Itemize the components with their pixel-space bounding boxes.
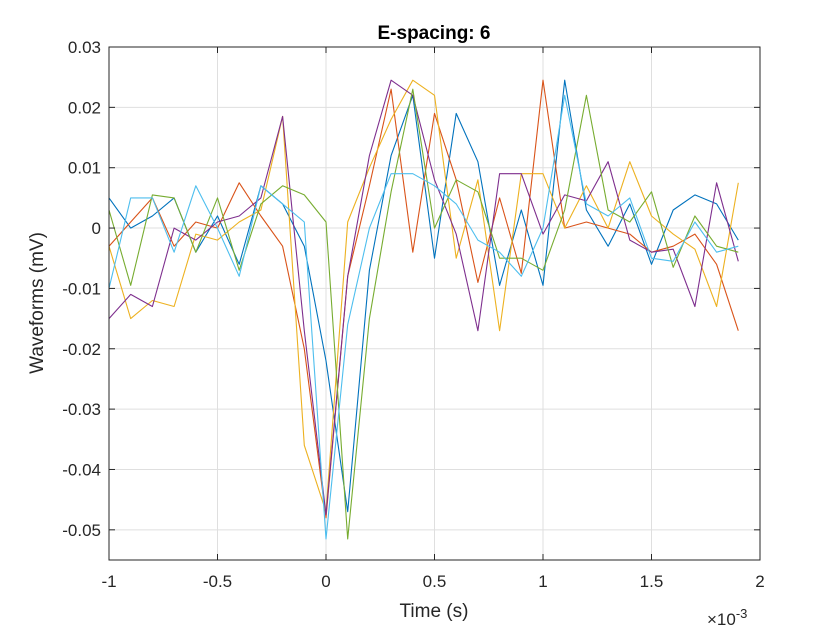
y-tick-label: 0.01 [68, 159, 101, 178]
x-tick-label: -1 [101, 572, 116, 591]
x-tick-label: 1 [538, 572, 547, 591]
y-tick-label: -0.02 [62, 340, 101, 359]
waveform-series-4 [108, 79, 739, 516]
x-tick-label: 1.5 [640, 572, 664, 591]
x-axis-title: Time (s) [400, 601, 469, 622]
waveform-series-6 [108, 94, 739, 540]
y-tick-labels: 0.03 0.02 0.01 0 -0.01 -0.02 -0.03 -0.04 -0.05 [62, 38, 101, 540]
tick-marks [108, 46, 761, 560]
chart-title: E-spacing: 6 [378, 23, 491, 44]
x-exponent-power: -3 [736, 606, 748, 621]
y-tick-label: 0.03 [68, 38, 101, 57]
x-tick-label: 0 [321, 572, 330, 591]
y-tick-label: 0.02 [68, 98, 101, 117]
waveform-series-2 [108, 79, 739, 519]
x-tick-label: 0.5 [423, 572, 447, 591]
y-tick-label: -0.03 [62, 400, 101, 419]
y-tick-label: -0.05 [62, 521, 101, 540]
x-tick-labels: -1 -0.5 0 0.5 1 1.5 2 [101, 572, 764, 591]
waveform-series-3 [108, 79, 739, 513]
x-exponent-base: ×10 [707, 610, 736, 629]
y-tick-label: -0.01 [62, 279, 101, 298]
y-tick-label: 0 [92, 219, 101, 238]
x-exponent-label: ×10-3 [707, 606, 747, 629]
x-tick-label: 2 [755, 572, 764, 591]
x-tick-label: -0.5 [203, 572, 232, 591]
y-tick-label: -0.04 [62, 460, 101, 479]
y-axis-title: Waveforms (mV) [27, 232, 48, 374]
series-lines [108, 79, 739, 540]
waveform-series-5 [108, 88, 739, 540]
